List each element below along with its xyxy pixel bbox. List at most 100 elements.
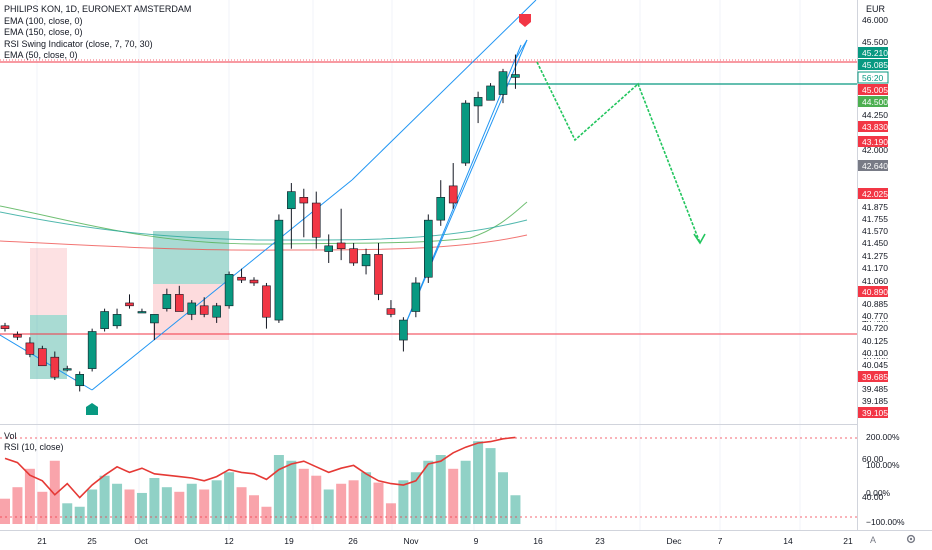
rsi-axis-label: 200.00% bbox=[866, 432, 900, 442]
volume-bar bbox=[373, 482, 384, 524]
time-tick-label: 19 bbox=[284, 536, 294, 546]
volume-bar bbox=[298, 468, 309, 524]
price-tag-bg bbox=[858, 383, 888, 394]
gear-icon[interactable] bbox=[905, 533, 917, 545]
time-tick-label: Oct bbox=[134, 536, 148, 546]
price-tag-bg bbox=[858, 160, 888, 171]
legend-rsi[interactable]: RSI (10, close) bbox=[4, 442, 64, 452]
volume-bar bbox=[161, 487, 172, 524]
time-axis[interactable]: 21 25 Oct 12 19 26 Nov 9 16 23 Dec 7 14 21 bbox=[37, 536, 853, 546]
time-tick-label: 21 bbox=[843, 536, 853, 546]
candle-body bbox=[361, 254, 371, 267]
price-tick-label: 42.000 bbox=[862, 145, 888, 155]
symbol-title[interactable]: PHILIPS KON, 1D, EURONEXT AMSTERDAM bbox=[4, 4, 192, 14]
candle-body bbox=[386, 308, 396, 315]
candle-body bbox=[237, 276, 246, 281]
volume-bar bbox=[423, 460, 434, 524]
rsi-axis-label: 60.00 bbox=[862, 454, 884, 464]
time-tick-label: 7 bbox=[718, 536, 723, 546]
volume-bar bbox=[448, 468, 459, 524]
price-tag-bg bbox=[858, 407, 888, 418]
price-tag-label: 40.045 bbox=[862, 360, 888, 370]
volume-bar bbox=[87, 489, 98, 524]
volume-bar bbox=[273, 455, 284, 524]
volume-bar bbox=[398, 480, 409, 524]
currency-label[interactable]: EUR bbox=[866, 4, 886, 14]
volume-bar bbox=[74, 506, 85, 524]
price-tag-label: 40.885 bbox=[862, 299, 888, 309]
projection-path bbox=[536, 61, 706, 245]
volume-bar bbox=[136, 492, 147, 524]
candle-body bbox=[137, 311, 147, 314]
projection-line bbox=[536, 61, 701, 244]
signal-markers bbox=[86, 14, 531, 415]
volume-bar bbox=[99, 475, 110, 524]
time-tick-label: 26 bbox=[348, 536, 358, 546]
volume-bar bbox=[236, 487, 247, 524]
projection-arrowhead bbox=[693, 233, 706, 245]
price-tag-bg bbox=[858, 275, 888, 286]
price-tag-label: 40.125 bbox=[862, 336, 888, 346]
price-tag-label: 41.060 bbox=[862, 276, 888, 286]
price-tag-bg bbox=[858, 121, 888, 132]
price-tag-label: 40.770 bbox=[862, 311, 888, 321]
candle-body bbox=[224, 274, 234, 307]
timezone-button[interactable]: A bbox=[870, 535, 877, 545]
price-tag-label: 41.170 bbox=[862, 263, 888, 273]
volume-bar bbox=[485, 448, 496, 524]
candle-body bbox=[324, 245, 334, 252]
candle-body bbox=[75, 374, 84, 387]
price-tag-bg bbox=[858, 347, 888, 358]
candle-body bbox=[287, 191, 296, 210]
time-tick-label: 16 bbox=[533, 536, 543, 546]
candle-body bbox=[100, 311, 109, 329]
short-target-zone bbox=[30, 315, 67, 379]
price-tag-bg bbox=[858, 286, 888, 297]
volume-bar bbox=[385, 503, 396, 524]
price-tag-label: 56:20 bbox=[862, 73, 884, 83]
buy-signal-marker bbox=[86, 403, 98, 415]
legend-ema100[interactable]: EMA (100, close, 0) bbox=[4, 15, 83, 26]
price-tag-bg bbox=[858, 262, 888, 273]
rsi-axis-label: 40.00 bbox=[862, 492, 884, 502]
candle-body bbox=[162, 294, 172, 309]
rsi-axis-label: −100.00% bbox=[866, 517, 905, 527]
price-tag-label: 43.190 bbox=[862, 137, 888, 147]
legend-rsi-swing[interactable]: RSI Swing Indicator (close, 7, 70, 30) bbox=[4, 38, 153, 49]
price-tag-label: 45.005 bbox=[862, 85, 888, 95]
volume-bar bbox=[498, 472, 508, 524]
candle-body bbox=[212, 305, 221, 318]
volume-bar bbox=[199, 489, 210, 524]
price-tag-label: 39.105 bbox=[862, 408, 888, 418]
time-tick-label: 23 bbox=[595, 536, 605, 546]
trend-line bbox=[91, 179, 353, 391]
price-tag-label: 40.720 bbox=[862, 323, 888, 333]
price-tag-bg bbox=[858, 201, 888, 212]
time-tick-label: 12 bbox=[224, 536, 234, 546]
time-tick-label: Nov bbox=[403, 536, 419, 546]
legend-ema50[interactable]: EMA (50, close, 0) bbox=[4, 50, 78, 60]
candle-body bbox=[498, 71, 508, 95]
candlestick-series bbox=[0, 54, 520, 392]
legend-volume[interactable]: Vol bbox=[4, 431, 17, 441]
price-tag-label: 39.685 bbox=[862, 372, 888, 382]
candle-body bbox=[349, 248, 358, 264]
volume-bar bbox=[112, 483, 123, 524]
volume-bar bbox=[124, 489, 135, 524]
price-axis[interactable]: 46.00045.50042.00041.50041.00040.50040.0… bbox=[857, 15, 889, 418]
candle-body bbox=[274, 219, 284, 321]
price-tag-label: 41.755 bbox=[862, 214, 888, 224]
volume-bar bbox=[149, 478, 160, 524]
price-tag-label: 41.570 bbox=[862, 226, 888, 236]
price-tag-label: 42.025 bbox=[862, 189, 888, 199]
trend-line bbox=[514, 39, 528, 61]
price-tag-label: 45.210 bbox=[862, 48, 888, 58]
time-tick-label: 14 bbox=[783, 536, 793, 546]
volume-bar bbox=[435, 455, 446, 524]
volume-bar bbox=[510, 495, 521, 524]
candle-body bbox=[0, 325, 10, 329]
legend-ema150[interactable]: EMA (150, close, 0) bbox=[4, 27, 83, 37]
ema100-line bbox=[0, 211, 528, 241]
